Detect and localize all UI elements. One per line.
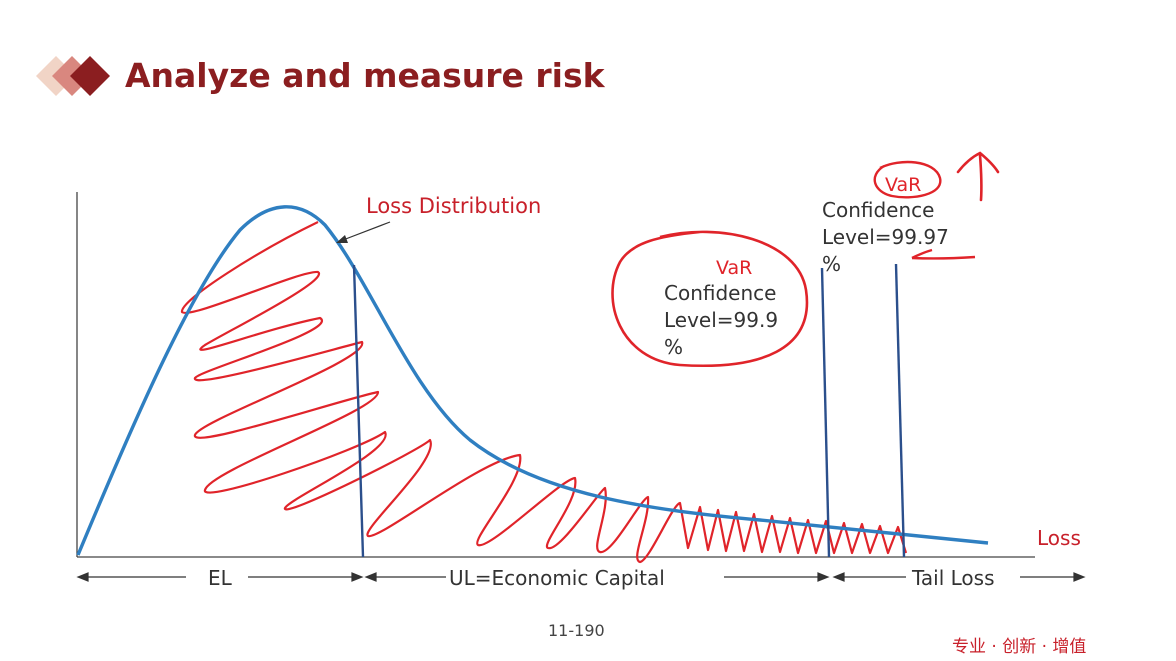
curve-pointer-line <box>342 221 391 241</box>
var-high-line1: Confidence <box>822 198 934 222</box>
var-high-tag: VaR <box>885 174 921 196</box>
segment-arrows <box>76 572 1086 582</box>
segment-ul-label: UL=Economic Capital <box>449 566 665 590</box>
var-high-underline <box>911 255 976 260</box>
var-high-line3: % <box>822 252 841 276</box>
curve-label: Loss Distribution <box>366 194 541 218</box>
curve-pointer-arrowhead <box>336 235 348 243</box>
var-9997-line <box>894 263 906 558</box>
el-boundary-line <box>352 264 365 558</box>
title-bullet-icon <box>36 56 110 96</box>
var-high-circle <box>873 160 942 199</box>
footer-brand: 专业 · 创新 · 增值 <box>952 637 1087 657</box>
slide-title: Analyze and measure risk <box>125 56 605 95</box>
segment-tail-label: Tail Loss <box>911 566 995 590</box>
var-high-line2: Level=99.97 <box>822 225 949 249</box>
page-number: 11-190 <box>548 621 605 640</box>
var-low-line1: Confidence <box>664 281 776 305</box>
var-low-line3: % <box>664 335 683 359</box>
loss-distribution-curve <box>76 205 989 556</box>
segment-el-label: EL <box>208 566 233 590</box>
hand-drawn-scribble <box>180 221 908 564</box>
slide-header: Analyze and measure risk <box>28 50 828 106</box>
var-low-circle <box>611 230 809 367</box>
var-999-line <box>820 267 831 558</box>
var-low-tag: VaR <box>716 257 752 279</box>
up-arrow-icon <box>956 151 1000 202</box>
var-low-line2: Level=99.9 <box>664 308 778 332</box>
var-high-underline-hook <box>911 248 933 260</box>
x-axis-label: Loss <box>1037 526 1081 550</box>
